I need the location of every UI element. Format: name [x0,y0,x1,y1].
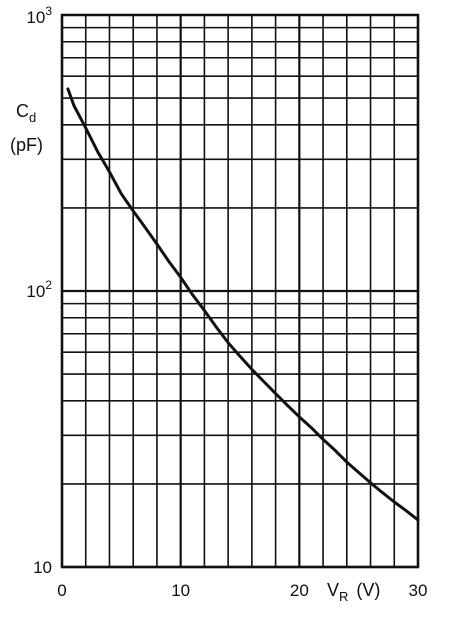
y-axis-subscript: d [29,110,36,125]
x-axis-symbol: V [327,580,339,600]
y-tick-label: 10 [33,558,52,577]
y-tick-label: 103 [26,4,52,27]
plot-frame [60,13,420,569]
y-axis-symbol: C [16,101,29,121]
x-axis-unit: (V) [356,580,380,600]
x-tick-label: 20 [290,581,309,600]
y-axis-unit: (pF) [10,135,43,155]
y-tick-labels: 103 102 10 [26,4,52,577]
x-tick-label: 10 [171,581,190,600]
x-tick-label: 0 [57,581,66,600]
x-axis-subscript: R [339,589,348,604]
grid [60,15,420,569]
x-tick-labels: 0 10 20 30 [57,581,427,600]
x-tick-label: 30 [409,581,428,600]
y-tick-label: 102 [26,278,52,301]
y-axis-label: Cd [16,101,36,125]
capacitance-curve [66,87,420,522]
x-axis-label: VR (V) [327,580,380,604]
